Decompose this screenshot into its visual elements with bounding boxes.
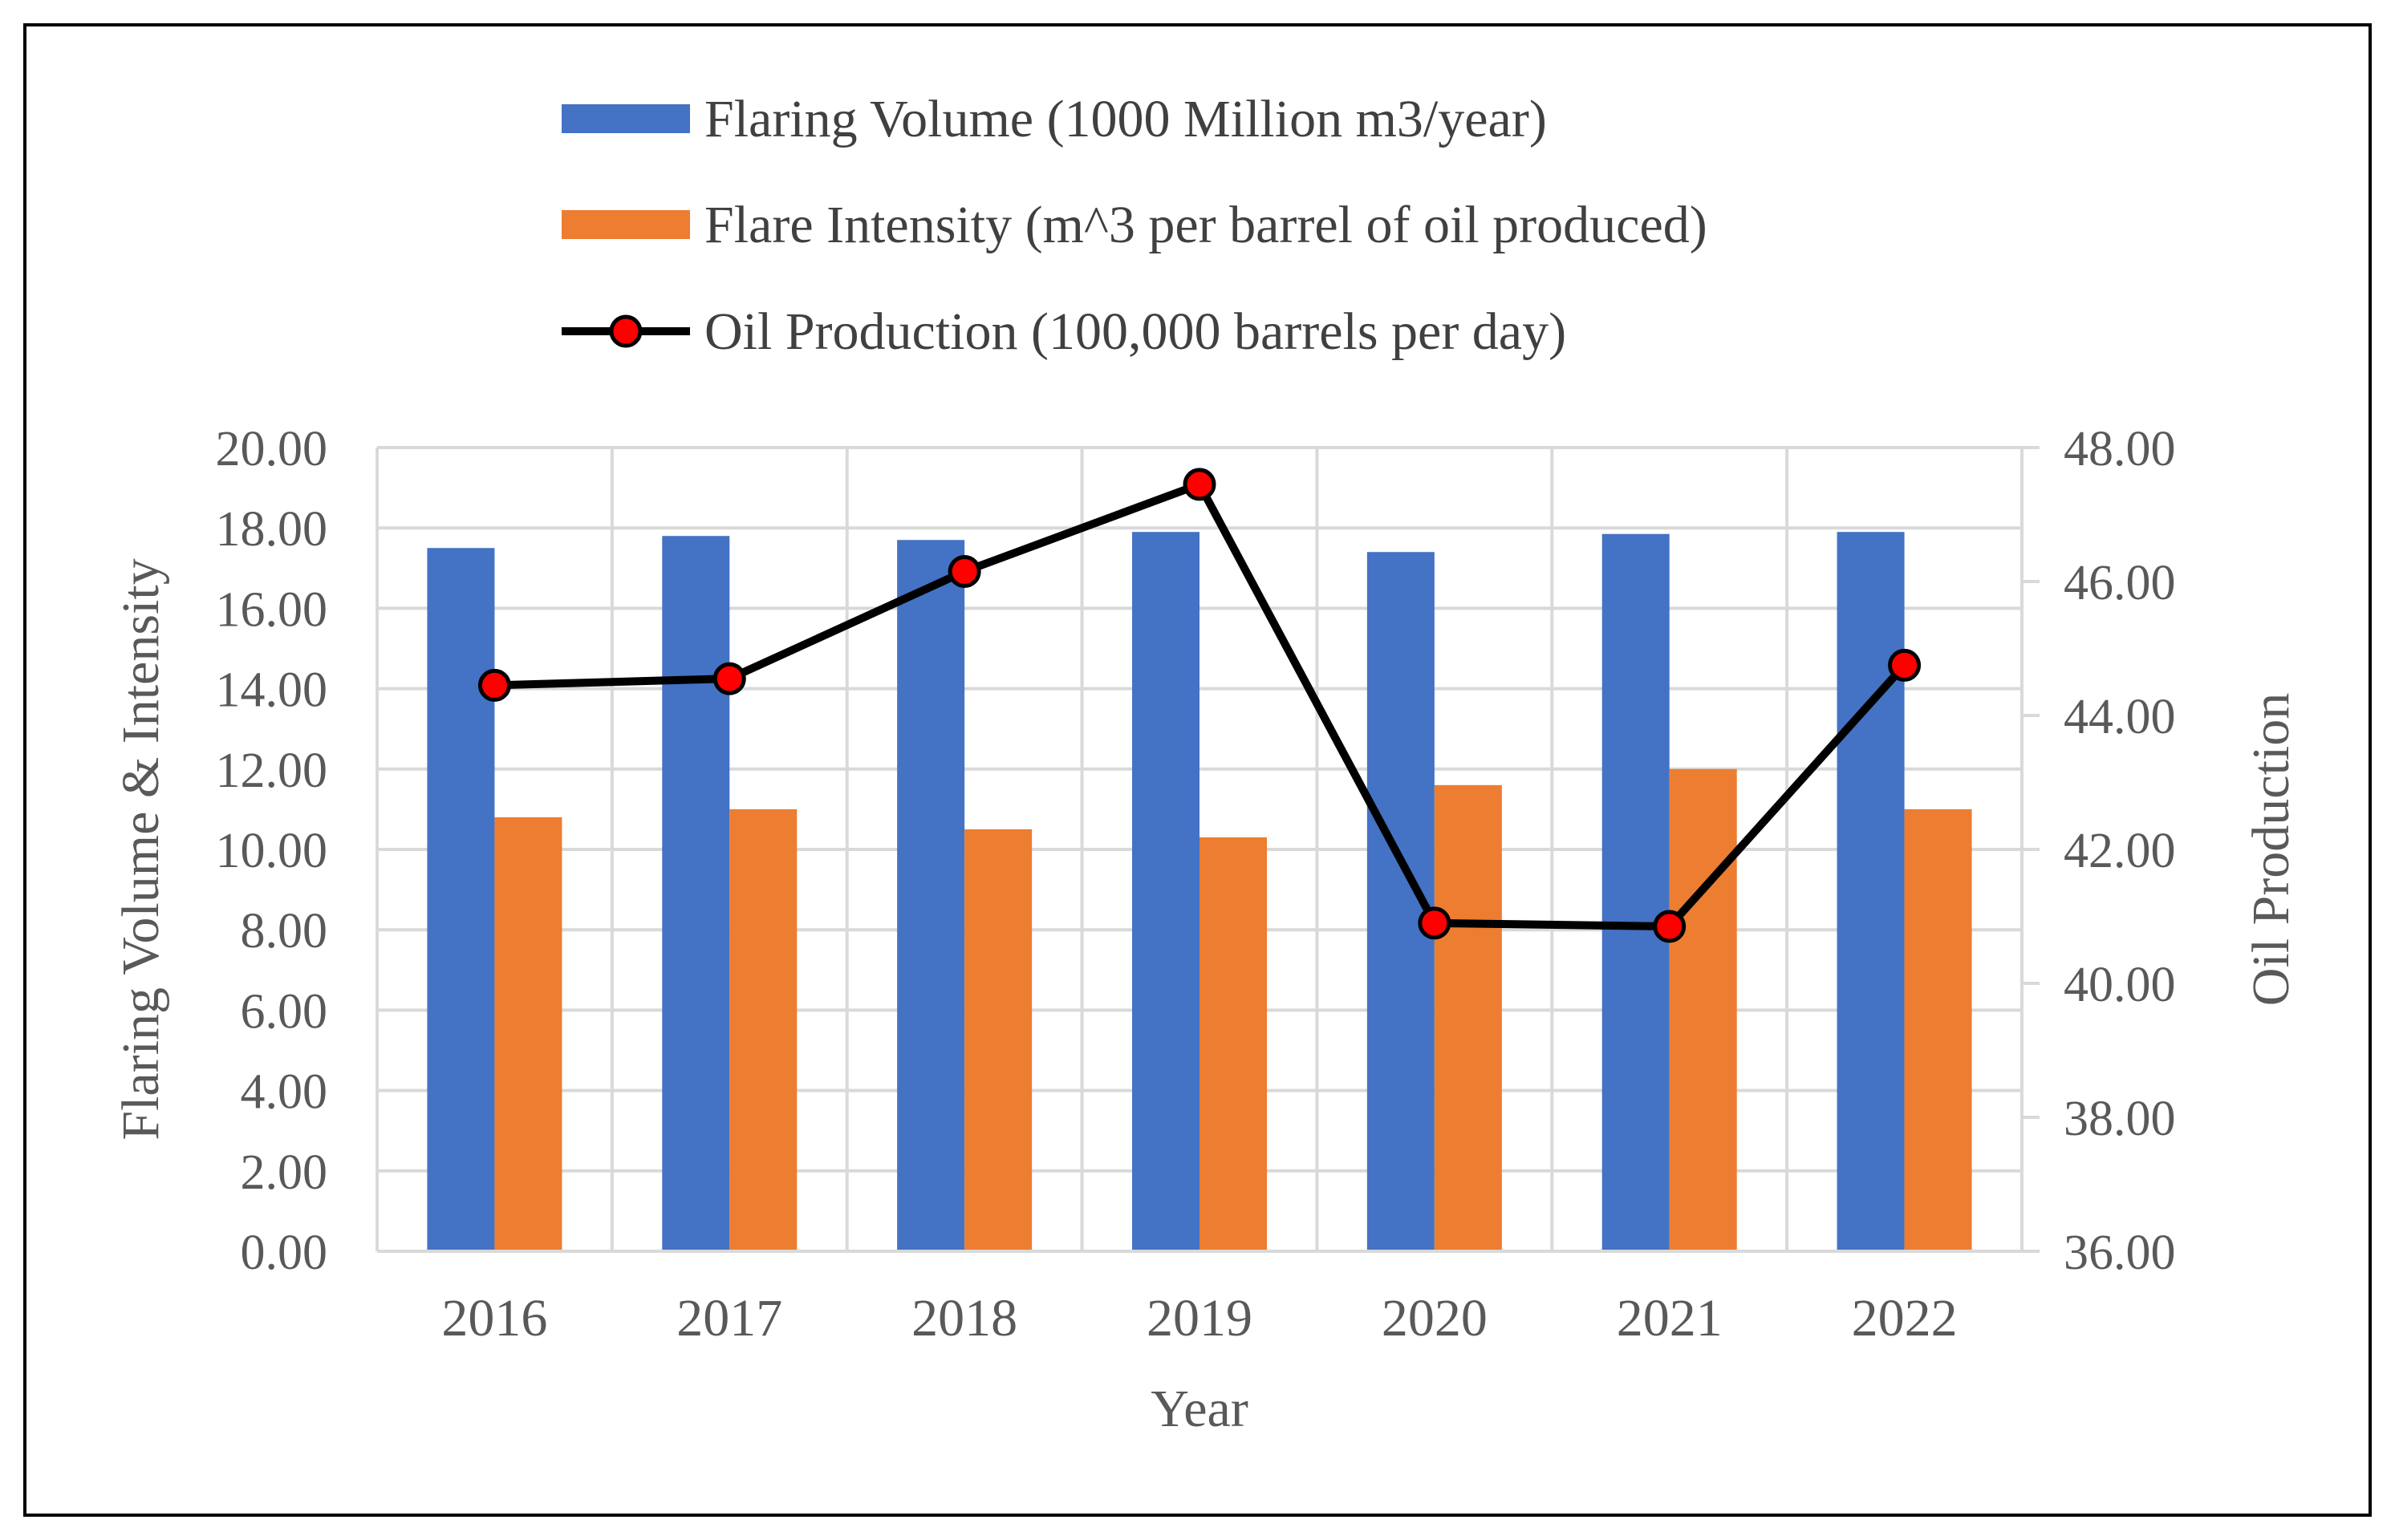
bar-flare-intensity [729, 808, 798, 1251]
bar-flare-intensity [1904, 808, 1972, 1251]
x-tick-label: 2018 [911, 1289, 1017, 1348]
bar-flare-intensity [1434, 784, 1502, 1251]
marker-oil-production [477, 668, 511, 702]
y-tick-label: 20.00 [216, 422, 328, 476]
y2-tick-label: 42.00 [2064, 824, 2176, 878]
marker-oil-production [1418, 906, 1451, 940]
marker-oil-production [1183, 468, 1216, 501]
bar-flaring-volume [427, 548, 495, 1251]
legend-label: Oil Production (100,000 barrels per day) [704, 302, 1566, 361]
legend-swatch-flaring-volume [562, 104, 690, 133]
bar-flare-intensity [1669, 768, 1737, 1251]
y-tick-label: 10.00 [216, 824, 328, 878]
y2-tick-label: 46.00 [2064, 556, 2176, 610]
bar-flaring-volume [1132, 532, 1200, 1251]
marker-oil-production [712, 662, 746, 695]
marker-oil-production [1888, 648, 1922, 682]
bar-flaring-volume [897, 540, 965, 1251]
bar-flare-intensity [964, 829, 1033, 1251]
y-tick-label: 8.00 [241, 904, 328, 958]
y-tick-label: 12.00 [216, 744, 328, 798]
marker-oil-production [948, 554, 981, 588]
bars [427, 532, 1972, 1251]
bar-flaring-volume [1837, 532, 1905, 1251]
y2-tick-label: 38.00 [2064, 1092, 2176, 1146]
legend-marker-oil-production [609, 314, 643, 348]
bar-flare-intensity [1200, 837, 1267, 1251]
labels: 0.00 2.00 4.00 6.00 8.00 10.00 12.00 14.00 16.00… [112, 422, 2300, 1438]
y-tick-label: 2.00 [241, 1145, 328, 1200]
y2-tick-label: 40.00 [2064, 958, 2176, 1012]
legend-label: Flaring Volume (1000 Million m3/year) [704, 90, 1547, 148]
bar-flaring-volume [1601, 533, 1670, 1251]
y-tick-label: 14.00 [216, 663, 328, 718]
y-tick-label: 4.00 [241, 1065, 328, 1120]
y2-axis-title: Oil Production [2242, 693, 2300, 1007]
x-tick-label: 2020 [1382, 1289, 1488, 1348]
y2-tick-label: 36.00 [2064, 1226, 2176, 1280]
x-axis-title: Year [1151, 1380, 1248, 1438]
x-tick-label: 2021 [1617, 1289, 1723, 1348]
y-tick-label: 0.00 [241, 1226, 328, 1280]
y2-tick-label: 44.00 [2064, 690, 2176, 744]
line-series [477, 468, 1922, 943]
x-tick-label: 2019 [1147, 1289, 1252, 1348]
x-tick-label: 2016 [441, 1289, 547, 1348]
y-tick-label: 6.00 [241, 984, 328, 1039]
bar-flare-intensity [494, 817, 562, 1251]
legend-label: Flare Intensity (m^3 per barrel of oil p… [704, 196, 1707, 254]
axes [377, 446, 2040, 1253]
y-axis-title: Flaring Volume & Intensity [112, 558, 170, 1140]
x-tick-label: 2017 [676, 1289, 782, 1348]
legend-swatch-flare-intensity [562, 210, 690, 239]
x-tick-label: 2022 [1852, 1289, 1958, 1348]
legend: Flaring Volume (1000 Million m3/year) Fla… [562, 90, 1707, 361]
bar-flaring-volume [662, 536, 730, 1251]
y-tick-label: 16.00 [216, 582, 328, 637]
y-tick-label: 18.00 [216, 502, 328, 557]
y2-tick-label: 48.00 [2064, 422, 2176, 476]
marker-oil-production [1653, 910, 1687, 943]
